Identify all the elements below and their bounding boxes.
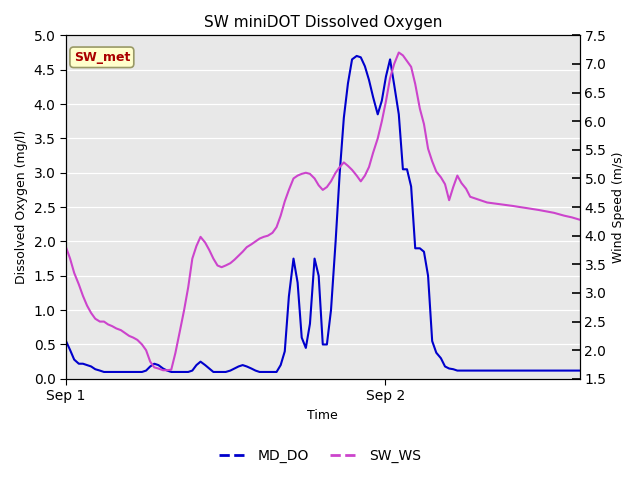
Text: SW_met: SW_met <box>74 51 130 64</box>
SW_WS <box>62 244 70 250</box>
MD_DO <box>561 368 568 373</box>
MD_DO <box>353 53 360 59</box>
SW_WS <box>159 367 167 373</box>
Line: SW_WS: SW_WS <box>66 52 580 370</box>
MD_DO <box>467 368 474 373</box>
SW_WS <box>75 281 83 287</box>
MD_DO <box>193 362 200 368</box>
SW_WS <box>561 213 568 218</box>
MD_DO <box>100 369 108 375</box>
MD_DO <box>281 348 289 354</box>
MD_DO <box>175 369 183 375</box>
SW_WS <box>175 330 183 336</box>
Title: SW miniDOT Dissolved Oxygen: SW miniDOT Dissolved Oxygen <box>204 15 442 30</box>
MD_DO <box>75 361 83 367</box>
SW_WS <box>395 49 403 55</box>
Y-axis label: Dissolved Oxygen (mg/l): Dissolved Oxygen (mg/l) <box>15 130 28 284</box>
X-axis label: Time: Time <box>307 409 338 422</box>
Line: MD_DO: MD_DO <box>66 56 580 372</box>
SW_WS <box>576 217 584 223</box>
Y-axis label: Wind Speed (m/s): Wind Speed (m/s) <box>612 151 625 263</box>
MD_DO <box>62 338 70 344</box>
MD_DO <box>576 368 584 373</box>
Legend: MD_DO, SW_WS: MD_DO, SW_WS <box>214 443 426 468</box>
SW_WS <box>193 243 200 249</box>
SW_WS <box>467 194 474 200</box>
SW_WS <box>281 198 289 204</box>
